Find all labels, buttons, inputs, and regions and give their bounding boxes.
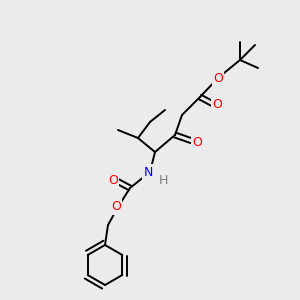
Text: H: H [158, 173, 168, 187]
Text: O: O [213, 71, 223, 85]
Text: N: N [143, 166, 153, 178]
Text: O: O [192, 136, 202, 148]
Text: O: O [111, 200, 121, 214]
Text: O: O [212, 98, 222, 110]
Text: O: O [108, 173, 118, 187]
